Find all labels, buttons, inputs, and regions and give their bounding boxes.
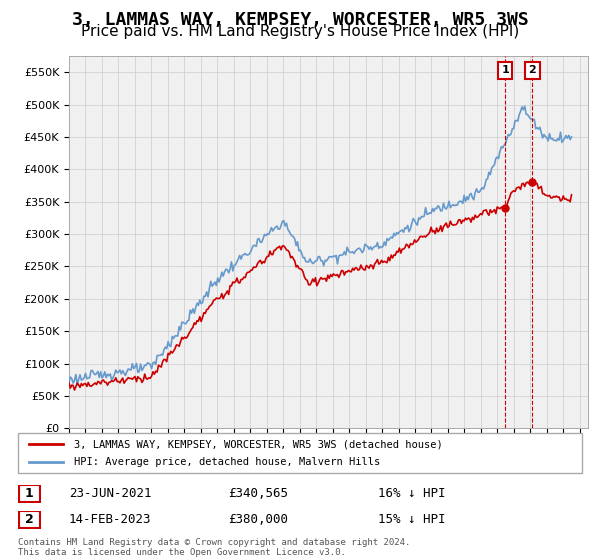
- Text: £380,000: £380,000: [228, 513, 288, 526]
- FancyBboxPatch shape: [19, 511, 40, 528]
- Text: 2: 2: [529, 66, 536, 75]
- Text: Price paid vs. HM Land Registry's House Price Index (HPI): Price paid vs. HM Land Registry's House …: [81, 24, 519, 39]
- Text: 15% ↓ HPI: 15% ↓ HPI: [378, 513, 445, 526]
- Text: 1: 1: [25, 487, 34, 501]
- FancyBboxPatch shape: [18, 433, 582, 473]
- Text: £340,565: £340,565: [228, 487, 288, 501]
- Text: Contains HM Land Registry data © Crown copyright and database right 2024.
This d: Contains HM Land Registry data © Crown c…: [18, 538, 410, 557]
- Text: 14-FEB-2023: 14-FEB-2023: [69, 513, 151, 526]
- Text: 2: 2: [25, 513, 34, 526]
- Text: 3, LAMMAS WAY, KEMPSEY, WORCESTER, WR5 3WS (detached house): 3, LAMMAS WAY, KEMPSEY, WORCESTER, WR5 3…: [74, 439, 443, 449]
- Text: HPI: Average price, detached house, Malvern Hills: HPI: Average price, detached house, Malv…: [74, 457, 380, 467]
- Text: 1: 1: [502, 66, 509, 75]
- Text: 16% ↓ HPI: 16% ↓ HPI: [378, 487, 445, 501]
- Text: 3, LAMMAS WAY, KEMPSEY, WORCESTER, WR5 3WS: 3, LAMMAS WAY, KEMPSEY, WORCESTER, WR5 3…: [71, 11, 529, 29]
- FancyBboxPatch shape: [19, 486, 40, 502]
- Text: 23-JUN-2021: 23-JUN-2021: [69, 487, 151, 501]
